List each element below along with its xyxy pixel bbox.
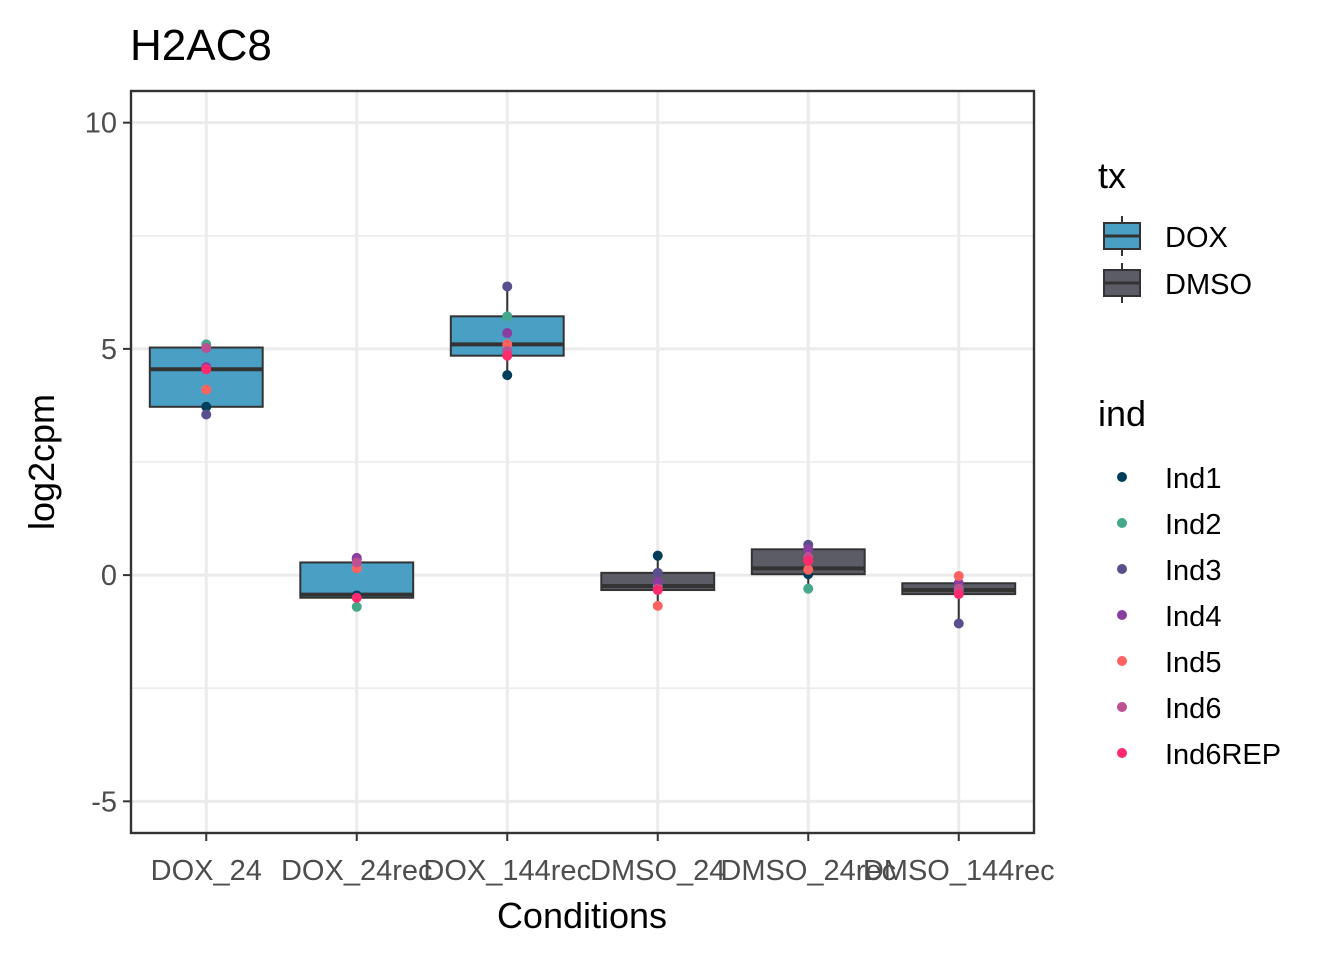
point-Ind1 <box>652 550 663 561</box>
legend-key-Ind6 <box>1117 702 1127 712</box>
point-Ind6REP <box>351 592 362 603</box>
point-Ind1 <box>502 370 513 381</box>
x-axis-title: Conditions <box>497 895 667 936</box>
y-tick-label: 0 <box>101 560 117 592</box>
legend-label-Ind3: Ind3 <box>1165 555 1221 587</box>
point-Ind3 <box>502 281 513 292</box>
point-Ind5 <box>803 564 814 575</box>
point-Ind2 <box>502 311 513 322</box>
legend-label-Ind6: Ind6 <box>1165 693 1221 725</box>
point-Ind3 <box>201 409 212 420</box>
legend-key-Ind3 <box>1117 564 1127 574</box>
x-tick-label: DMSO_24rec <box>720 855 896 887</box>
y-axis-title: log2cpm <box>21 394 62 530</box>
box-DOX_24 <box>148 346 264 408</box>
point-Ind6 <box>201 342 212 353</box>
point-Ind4 <box>803 544 814 555</box>
legend-key-Ind1 <box>1117 472 1127 482</box>
legend-label-Ind4: Ind4 <box>1165 601 1221 633</box>
point-Ind3 <box>953 618 964 629</box>
chart-title: H2AC8 <box>130 21 272 70</box>
point-Ind6REP <box>803 555 814 566</box>
legend-title-tx: tx <box>1098 155 1126 196</box>
x-tick-label: DOX_144rec <box>423 855 591 887</box>
point-Ind1 <box>201 401 212 412</box>
x-tick-label: DOX_24 <box>151 855 262 887</box>
legend-label-Ind5: Ind5 <box>1165 647 1221 679</box>
point-Ind6REP <box>502 350 513 361</box>
legend-label-Ind2: Ind2 <box>1165 509 1221 541</box>
legend-title-ind: ind <box>1098 393 1146 434</box>
point-Ind6REP <box>953 589 964 600</box>
point-Ind5 <box>953 571 964 582</box>
plot-border <box>129 89 1036 835</box>
legend-label-Ind1: Ind1 <box>1165 463 1221 495</box>
point-Ind2 <box>351 601 362 612</box>
point-Ind2 <box>803 583 814 594</box>
legend-key-Ind4 <box>1117 610 1127 620</box>
plot-panel <box>131 91 1034 833</box>
x-tick-label: DMSO_24 <box>590 855 725 887</box>
legend-key-Ind2 <box>1117 518 1127 528</box>
point-Ind3 <box>652 567 663 578</box>
legend: tx DOX DMSO ind Ind1 Ind2 Ind3 Ind4 Ind5 Ind6 Ind6… <box>1098 155 1281 771</box>
points-layer <box>201 281 964 629</box>
point-Ind5 <box>652 600 663 611</box>
point-Ind4 <box>502 328 513 339</box>
x-tick-label: DMSO_144rec <box>863 855 1055 887</box>
legend-label-Ind6REP: Ind6REP <box>1165 739 1281 771</box>
legend-label-DOX: DOX <box>1165 222 1228 254</box>
point-Ind5 <box>201 384 212 395</box>
legend-label-DMSO: DMSO <box>1165 269 1252 301</box>
point-Ind6REP <box>652 585 663 596</box>
point-Ind6 <box>351 557 362 568</box>
legend-key-Ind5 <box>1117 656 1127 666</box>
y-tick-label: 10 <box>85 108 117 140</box>
y-tick-label: -5 <box>91 786 117 818</box>
x-tick-label: DOX_24rec <box>281 855 433 887</box>
y-tick-label: 5 <box>101 334 117 366</box>
point-Ind6REP <box>201 364 212 375</box>
legend-key-Ind6REP <box>1117 748 1127 758</box>
